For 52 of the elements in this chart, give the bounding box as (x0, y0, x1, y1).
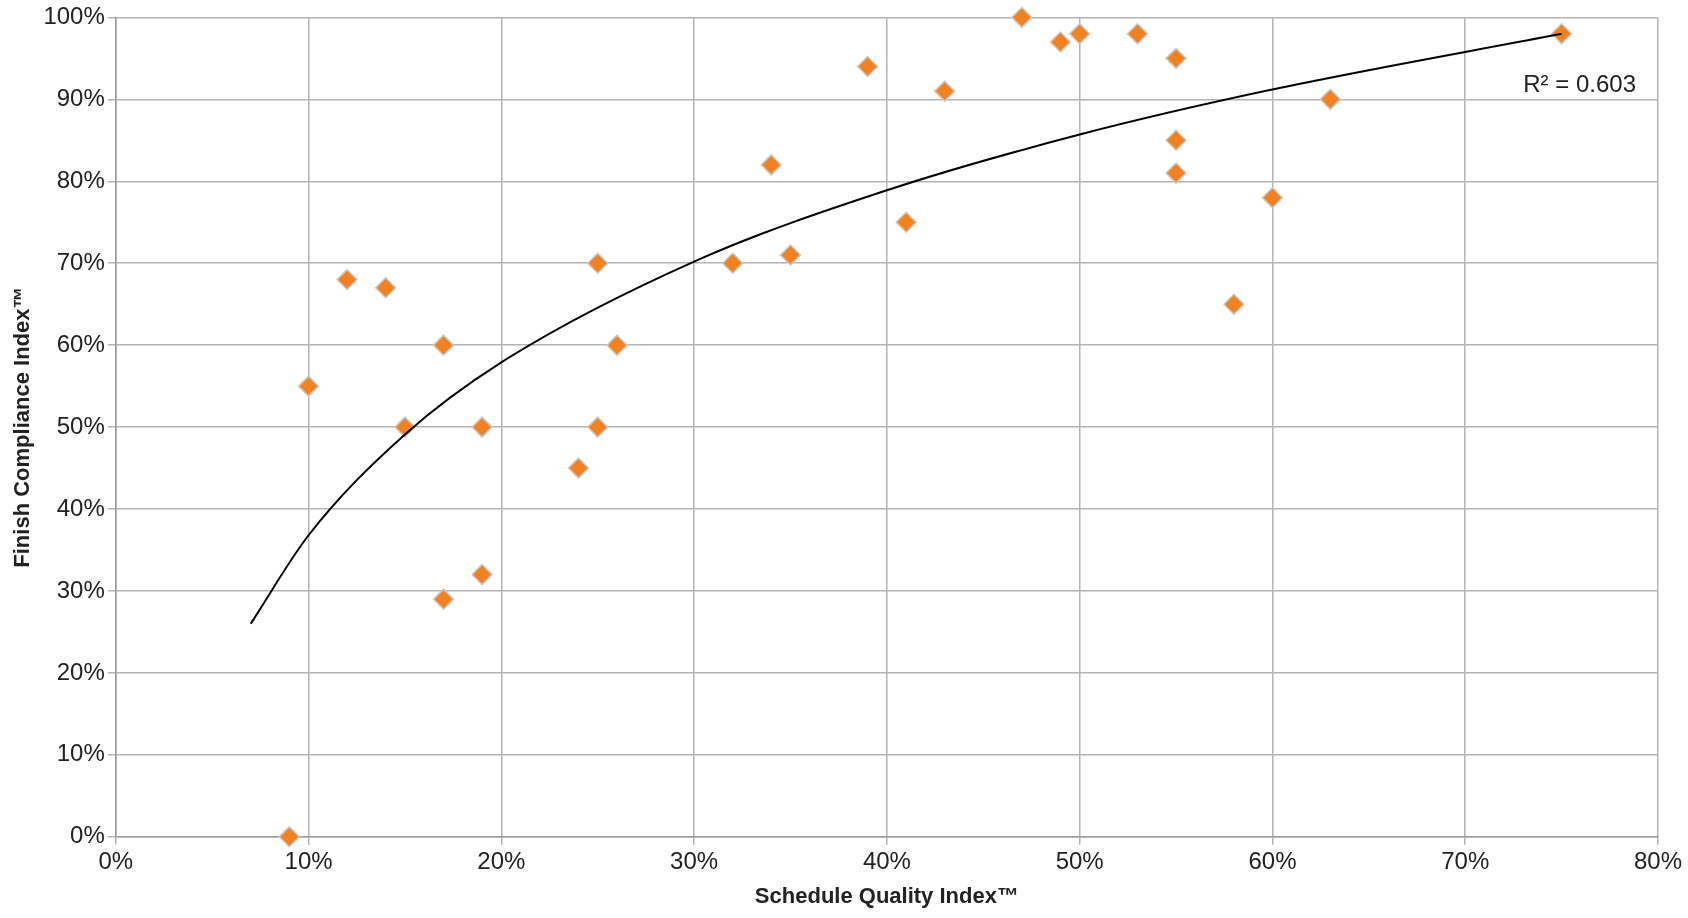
point (721, 252, 744, 274)
point (586, 252, 609, 274)
point (606, 334, 628, 356)
annotation: R² = 0.603 (1523, 70, 1636, 98)
point (895, 211, 917, 233)
point (336, 268, 358, 291)
point (1165, 162, 1187, 184)
point (1165, 47, 1187, 70)
y-tick-label: 50% (56, 411, 105, 439)
x-tick-label: 70% (1441, 846, 1490, 874)
point (471, 563, 493, 586)
point (1049, 31, 1072, 53)
point (586, 416, 609, 438)
point (933, 80, 956, 102)
point (779, 244, 802, 266)
y-tick-label: 30% (56, 575, 105, 603)
y-tick-label: 60% (56, 329, 105, 357)
y-tick-label: 40% (56, 493, 105, 521)
y-axis-title: Finish Compliance Index™ (9, 286, 35, 568)
point (471, 416, 493, 438)
y-tick-label: 20% (56, 657, 105, 685)
point (856, 55, 879, 78)
point (374, 277, 397, 299)
x-tick-label: 40% (862, 846, 911, 874)
x-tick-label: 10% (284, 846, 333, 874)
point (297, 375, 320, 397)
y-tick-label: 70% (56, 247, 105, 275)
y-tick-label: 100% (43, 2, 105, 30)
y-tick-label: 80% (56, 165, 105, 193)
point (1319, 88, 1342, 111)
y-tick-label: 10% (56, 739, 105, 767)
point (1011, 6, 1033, 29)
x-tick-label: 80% (1633, 846, 1683, 874)
y-tick-label: 90% (56, 83, 105, 111)
point (278, 826, 301, 848)
x-tick-label: 30% (670, 846, 719, 874)
point (1261, 186, 1284, 209)
x-tick-label: 20% (477, 846, 526, 874)
x-tick-label: 60% (1248, 846, 1297, 874)
x-tick-label: 0% (98, 846, 134, 874)
point (1068, 23, 1091, 45)
x-tick-label: 50% (1055, 846, 1104, 874)
point (567, 457, 590, 479)
point (432, 588, 455, 610)
y-tick-label: 0% (70, 821, 105, 849)
point (432, 334, 455, 356)
x-axis-title: Schedule Quality Index™ (754, 882, 1019, 908)
point (1550, 23, 1573, 45)
point (760, 154, 782, 176)
point (1165, 129, 1187, 152)
point (1126, 23, 1149, 45)
point (1223, 293, 1245, 315)
